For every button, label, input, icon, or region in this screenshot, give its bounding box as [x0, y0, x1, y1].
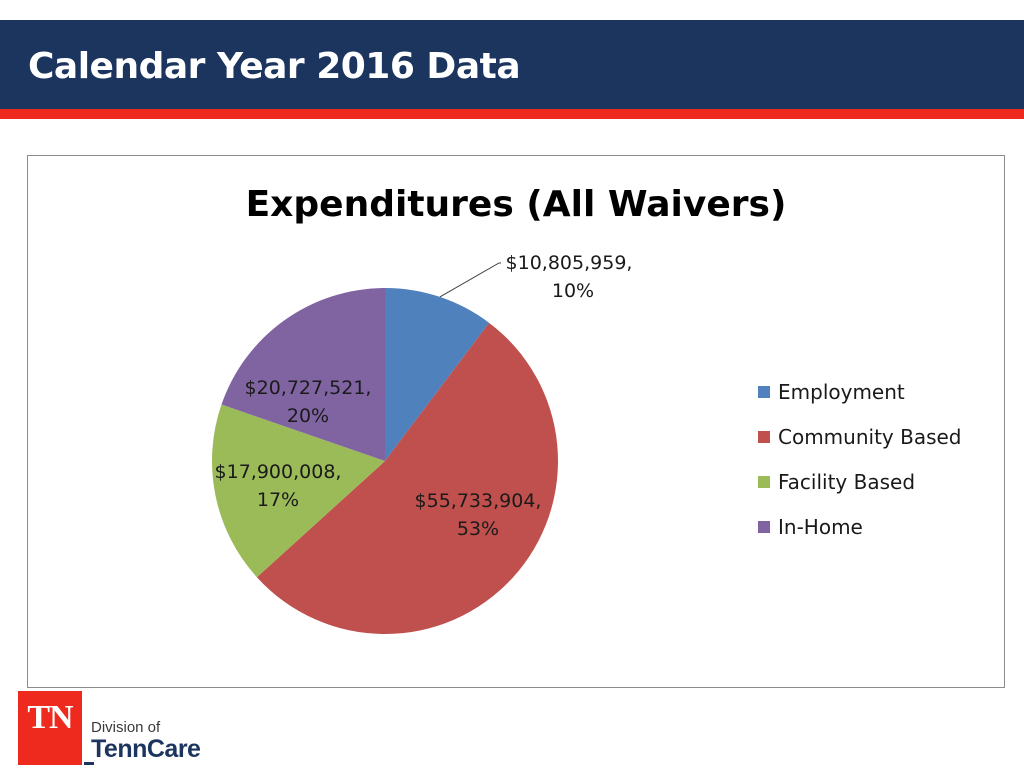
logo-org-name: TennCare [91, 735, 201, 763]
legend-swatch-employment [758, 386, 770, 398]
data-label-value-employment: $10,805,959, [506, 252, 633, 274]
slide-header [0, 20, 1024, 109]
chart-frame: Expenditures (All Waivers) $10,805,959, 1… [27, 155, 1005, 688]
header-accent-stripe [0, 109, 1024, 119]
data-label-value-community-based: $55,733,904, [415, 490, 542, 512]
logo-underline [84, 762, 94, 765]
chart-title: Expenditures (All Waivers) [246, 184, 787, 225]
logo-division-text: Division of [91, 719, 161, 736]
legend-swatch-facility-based [758, 476, 770, 488]
pie-slice-facility-based [212, 404, 385, 578]
slide-title: Calendar Year 2016 Data [28, 46, 521, 87]
pie-chart: Expenditures (All Waivers) $10,805,959, 1… [212, 184, 962, 635]
data-label-percent-community-based: 53% [457, 518, 499, 540]
legend-label-in-home: In-Home [778, 515, 863, 539]
legend-label-facility-based: Facility Based [778, 470, 915, 494]
data-label-value-in-home: $20,727,521, [245, 377, 372, 399]
tn-logo-text: TN [27, 699, 73, 736]
data-label-value-facility-based: $17,900,008, [215, 461, 342, 483]
pie-slice-in-home [221, 288, 385, 461]
data-label-percent-in-home: 20% [287, 405, 329, 427]
data-label-percent-facility-based: 17% [257, 489, 299, 511]
tenncare-logo: TN Division of TennCare [18, 691, 218, 765]
legend-swatch-community-based [758, 431, 770, 443]
tn-logo-badge: TN [18, 691, 82, 765]
data-label-percent-employment: 10% [552, 280, 594, 302]
leader-line-employment [439, 262, 501, 298]
legend-label-community-based: Community Based [778, 425, 962, 449]
legend-label-employment: Employment [778, 380, 905, 404]
legend-swatch-in-home [758, 521, 770, 533]
pie-slice-community-based [256, 322, 559, 635]
pie-slice-employment [385, 288, 490, 461]
